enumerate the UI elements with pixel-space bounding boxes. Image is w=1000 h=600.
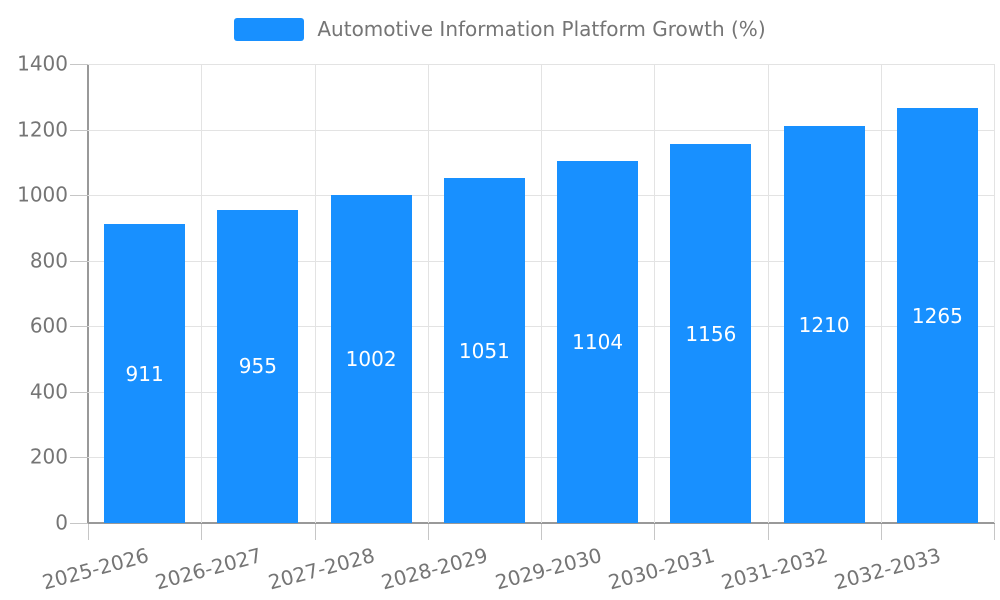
x-tick-label: 2028-2029 <box>379 543 491 595</box>
y-tick-label: 600 <box>29 313 68 338</box>
y-axis-tick <box>70 326 88 328</box>
x-axis-tick <box>314 524 316 540</box>
y-tick-label: 400 <box>29 379 68 404</box>
bar[interactable]: 911 <box>104 224 186 523</box>
y-axis-tick <box>70 391 88 393</box>
x-tick-label: 2031-2032 <box>718 543 831 595</box>
x-tick-label: 2027-2028 <box>265 543 378 595</box>
plot-area: 911 955 1002 1051 1104 1156 1210 1265 <box>88 64 995 523</box>
x-tick-label: 2029-2030 <box>492 543 604 595</box>
bar[interactable]: 1051 <box>443 178 525 523</box>
legend-label: Automotive Information Platform Growth (… <box>317 17 766 41</box>
gridline-vertical <box>201 64 203 523</box>
bar[interactable]: 1002 <box>330 194 412 523</box>
bar[interactable]: 955 <box>217 209 299 523</box>
bar[interactable]: 1265 <box>896 108 978 523</box>
legend: Automotive Information Platform Growth (… <box>0 17 1000 41</box>
x-axis-tick <box>88 524 89 540</box>
x-axis-tick <box>541 524 542 540</box>
bar[interactable]: 1156 <box>670 144 752 523</box>
y-tick-label: 1000 <box>17 182 68 207</box>
y-axis-line <box>87 64 89 523</box>
x-axis-line <box>87 522 995 524</box>
bar-value-label: 1104 <box>572 330 624 355</box>
x-axis-tick <box>427 524 429 540</box>
bar-value-label: 1002 <box>345 346 397 371</box>
y-axis-tick <box>70 195 88 197</box>
y-axis-tick <box>70 523 88 524</box>
y-axis-tick <box>70 457 88 459</box>
bar[interactable]: 1104 <box>557 161 639 523</box>
legend-item[interactable]: Automotive Information Platform Growth (… <box>234 17 766 41</box>
y-tick-label: 200 <box>29 444 68 469</box>
bar-value-label: 1051 <box>458 338 510 363</box>
y-axis-tick <box>70 64 88 65</box>
y-tick-label: 0 <box>55 510 68 535</box>
bar-value-label: 911 <box>125 361 164 386</box>
x-tick-label: 2026-2027 <box>152 543 265 595</box>
x-axis-tick <box>994 524 995 540</box>
bar-value-label: 1156 <box>685 321 737 346</box>
gridline-vertical <box>880 64 882 523</box>
gridline-vertical <box>994 64 995 523</box>
x-axis-tick <box>654 524 656 540</box>
y-axis-tick <box>70 129 88 131</box>
x-axis-tick <box>767 524 769 540</box>
y-axis-tick <box>70 260 88 262</box>
x-tick-label: 2030-2031 <box>605 543 718 595</box>
bar-value-label: 1265 <box>911 303 963 328</box>
y-tick-label: 800 <box>29 248 68 273</box>
x-tick-label: 2032-2033 <box>832 543 944 595</box>
gridline-vertical <box>767 64 769 523</box>
gridline-vertical <box>427 64 429 523</box>
legend-swatch-icon <box>234 17 305 41</box>
bar-value-label: 955 <box>238 354 277 379</box>
bar-value-label: 1210 <box>798 312 850 337</box>
y-tick-label: 1200 <box>17 117 68 142</box>
gridline-vertical <box>654 64 656 523</box>
bar[interactable]: 1210 <box>783 126 865 523</box>
x-axis-tick <box>201 524 203 540</box>
gridline-vertical <box>314 64 316 523</box>
y-tick-label: 1400 <box>17 51 68 76</box>
gridline-vertical <box>541 64 542 523</box>
x-axis-tick <box>880 524 882 540</box>
x-tick-label: 2025-2026 <box>39 543 151 595</box>
